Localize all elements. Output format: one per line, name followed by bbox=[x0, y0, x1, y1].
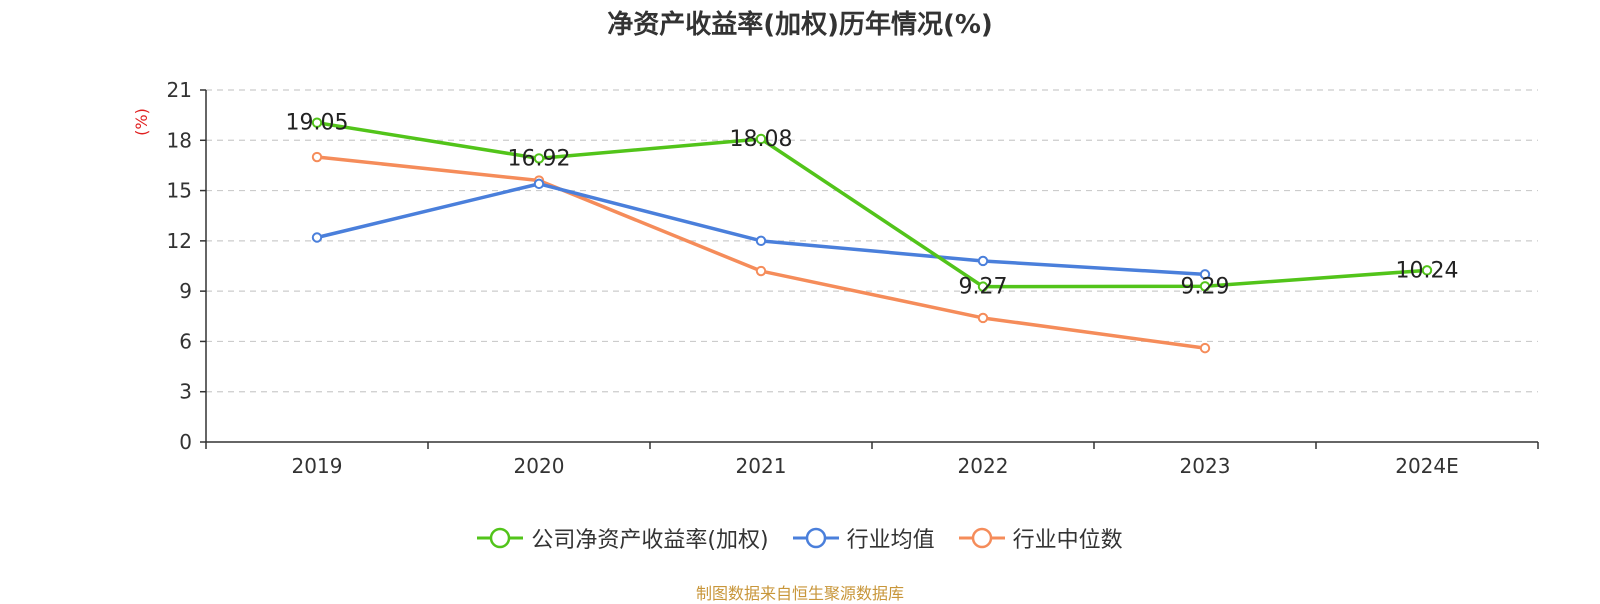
y-tick-label: 9 bbox=[179, 279, 192, 303]
data-point bbox=[1421, 265, 1433, 276]
legend-label: 行业均值 bbox=[846, 528, 935, 553]
data-label: 19.05 bbox=[286, 111, 349, 136]
y-tick-label: 18 bbox=[167, 128, 192, 152]
legend-item[interactable]: 行业均值 bbox=[792, 522, 935, 554]
data-point bbox=[977, 281, 989, 292]
x-tick-label: 2019 bbox=[292, 454, 343, 478]
data-point bbox=[311, 151, 323, 163]
data-point bbox=[311, 232, 323, 243]
x-tick-label: 2020 bbox=[514, 454, 565, 478]
series-lines bbox=[311, 117, 1433, 354]
data-labels: 19.05 16.92 18.08 9.27 9.29 10.24 bbox=[286, 111, 1459, 300]
source-note: 制图数据来自恒生聚源数据库 bbox=[695, 584, 904, 603]
series-line bbox=[316, 155, 1206, 350]
chart-title: 净资产收益率(加权)历年情况(%) bbox=[607, 10, 993, 40]
data-label: 9.29 bbox=[1181, 274, 1230, 299]
legend-line-circle-icon bbox=[958, 527, 1005, 549]
series-line bbox=[316, 182, 1206, 277]
data-label: 16.92 bbox=[508, 146, 571, 171]
data-point bbox=[755, 235, 767, 247]
legend: 公司净资产收益率(加权) 行业均值 行业中位数 bbox=[0, 522, 1600, 554]
data-point bbox=[1199, 281, 1211, 292]
data-point bbox=[1199, 269, 1211, 280]
series-line bbox=[316, 120, 1428, 289]
data-point bbox=[755, 265, 767, 277]
x-tick-label: 2022 bbox=[958, 454, 1009, 478]
y-tick-label: 6 bbox=[179, 329, 192, 353]
y-tick-label: 21 bbox=[167, 78, 192, 102]
legend-line-circle-icon bbox=[477, 527, 524, 549]
data-label: 18.08 bbox=[730, 127, 793, 152]
data-point bbox=[533, 153, 545, 164]
y-tick-label: 15 bbox=[167, 179, 192, 203]
x-tick-label: 2024E bbox=[1395, 454, 1459, 478]
legend-line-circle-icon bbox=[792, 527, 839, 549]
legend-item[interactable]: 公司净资产收益率(加权) bbox=[477, 522, 769, 554]
data-point bbox=[977, 312, 989, 324]
data-label: 10.24 bbox=[1396, 258, 1459, 283]
data-point bbox=[977, 255, 989, 267]
data-point bbox=[311, 117, 323, 128]
x-tick-label: 2023 bbox=[1180, 454, 1231, 478]
data-point bbox=[755, 133, 767, 145]
y-tick-label: 12 bbox=[167, 229, 192, 253]
data-point bbox=[533, 178, 545, 190]
legend-label: 行业中位数 bbox=[1012, 528, 1123, 553]
y-tick-label: 3 bbox=[179, 380, 192, 404]
x-tick-label: 2021 bbox=[736, 454, 787, 478]
legend-label: 公司净资产收益率(加权) bbox=[531, 528, 769, 553]
legend-item[interactable]: 行业中位数 bbox=[958, 522, 1123, 554]
data-label: 9.27 bbox=[959, 275, 1008, 300]
y-axis-label: (%) bbox=[132, 108, 151, 136]
axes: 0 3 6 9 12 15 18 21 2019 2020 2021 2022 2023 2024E bbox=[167, 78, 1539, 478]
data-point bbox=[1199, 342, 1211, 354]
y-tick-label: 0 bbox=[179, 430, 192, 454]
